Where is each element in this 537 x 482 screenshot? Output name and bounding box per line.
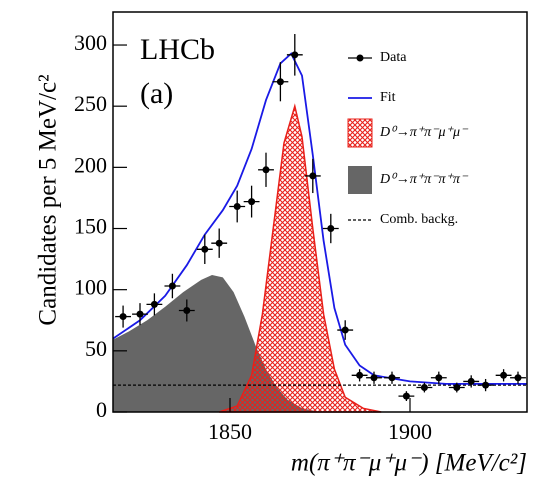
data-point [233,202,241,210]
data-point [370,374,378,382]
data-point [453,384,461,392]
data-point [119,313,127,321]
data-point [168,282,176,290]
legend-entry: Fit [348,90,396,105]
data-point [388,374,396,382]
data-point [150,300,158,308]
legend-label: Comb. backg. [380,212,458,227]
y-tick-label: 250 [74,91,107,116]
data-point [248,198,256,206]
y-tick-label: 300 [74,30,107,55]
data-point [420,384,428,392]
legend-entry: D⁰→π⁺π⁻μ⁺μ⁻ [347,118,469,148]
data-point [341,326,349,334]
y-tick-label: 200 [74,152,107,177]
legend-label: D⁰→π⁺π⁻π⁺π⁻ [379,172,469,187]
data-point [309,172,317,180]
legend-entry: D⁰→π⁺π⁻π⁺π⁻ [348,166,469,194]
plot-area [112,34,527,413]
legend-entry: Data [348,50,407,65]
data-point [435,374,443,382]
data-point [183,306,191,314]
x-tick-label: 1900 [388,419,432,444]
signal-area [218,103,382,413]
data-point [262,166,270,174]
data-point [291,51,299,59]
data-point [215,239,223,247]
y-tick-label: 50 [85,336,107,361]
y-tick-label: 0 [96,397,107,422]
plot-frame [112,11,528,413]
data-point [276,78,284,86]
legend-symbol [356,54,364,62]
data-point [467,377,475,385]
experiment-label: LHCb [140,33,215,66]
x-tick-label: 1850 [208,419,252,444]
legend-label: Fit [380,90,396,105]
legend-entry: Comb. backg. [348,212,458,227]
x-axis-title: m(π⁺π⁻μ⁺μ⁻) [MeV/c²] [291,450,527,477]
data-point [327,225,335,233]
y-tick-label: 100 [74,275,107,300]
data-point [500,371,508,379]
legend-label: D⁰→π⁺π⁻μ⁺μ⁻ [379,125,469,140]
data-point [201,245,209,253]
y-axis-title: Candidates per 5 MeV/c² [35,74,62,325]
data-point [514,374,522,382]
legend-label: Data [380,50,407,65]
data-point [482,381,490,389]
data-point [136,310,144,318]
legend-symbol [348,166,372,194]
y-tick-label: 150 [74,214,107,239]
fit-line [112,52,527,385]
data-point [402,392,410,400]
panel-label: (a) [140,77,173,110]
data-point [356,371,364,379]
legend-symbol [347,118,373,148]
